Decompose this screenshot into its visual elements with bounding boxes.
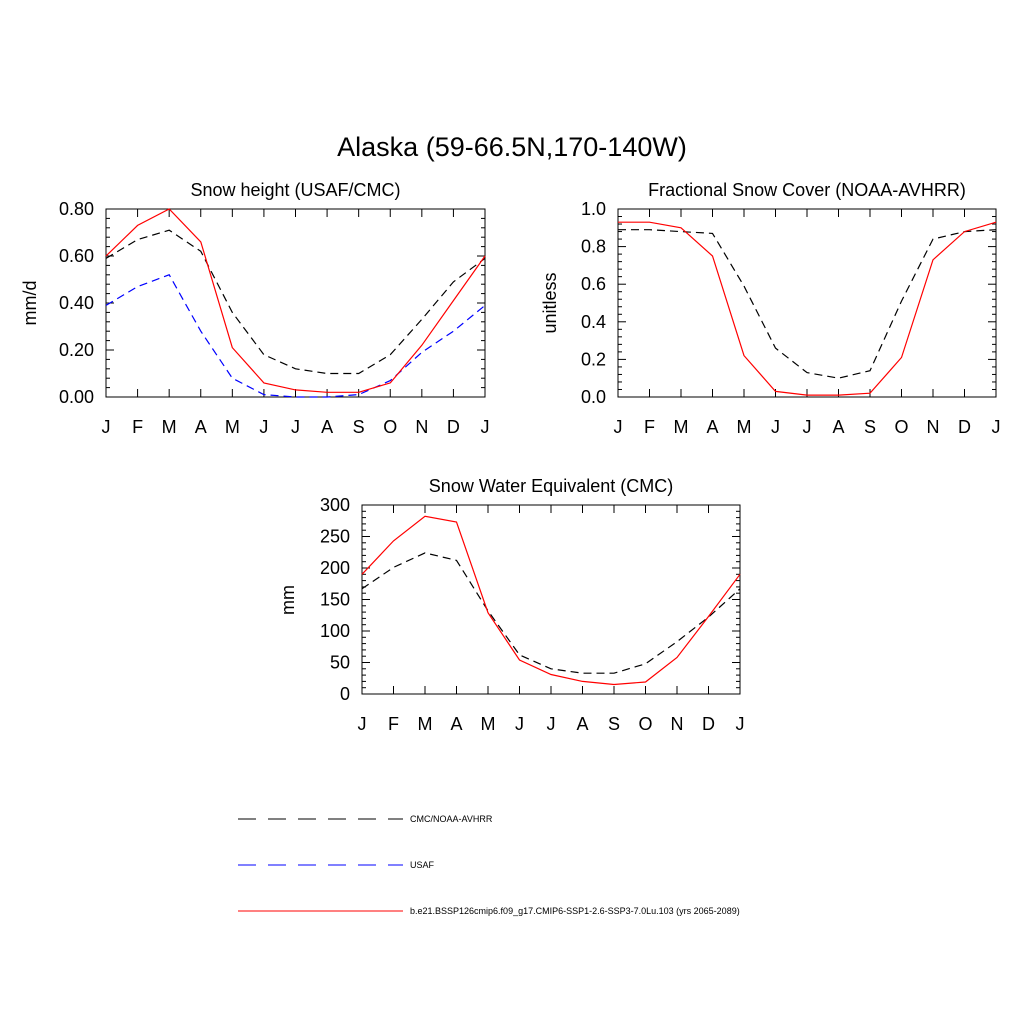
x-tick-label: F <box>644 417 655 437</box>
x-tick-label: D <box>447 417 460 437</box>
x-tick-label: J <box>259 417 268 437</box>
x-tick-label: M <box>737 417 752 437</box>
x-tick-label: M <box>225 417 240 437</box>
x-tick-label: A <box>321 417 333 437</box>
legend-entry-model: b.e21.BSSP126cmip6.f09_g17.CMIP6-SSP1-2.… <box>238 906 740 916</box>
x-tick-label: J <box>771 417 780 437</box>
x-tick-label: O <box>894 417 908 437</box>
x-tick-label: J <box>515 714 524 734</box>
legend-label: CMC/NOAA-AVHRR <box>410 814 493 824</box>
x-tick-label: S <box>864 417 876 437</box>
x-tick-label: S <box>608 714 620 734</box>
x-tick-label: M <box>674 417 689 437</box>
x-tick-label: A <box>832 417 844 437</box>
legend-label: USAF <box>410 860 435 870</box>
y-tick-label: 0.4 <box>581 312 606 332</box>
x-tick-label: F <box>132 417 143 437</box>
x-tick-label: J <box>736 714 745 734</box>
x-tick-label: O <box>383 417 397 437</box>
legend: CMC/NOAA-AVHRR USAF b.e21.BSSP126cmip6.f… <box>238 814 740 916</box>
x-tick-label: A <box>195 417 207 437</box>
x-tick-label: N <box>671 714 684 734</box>
x-tick-label: A <box>706 417 718 437</box>
y-tick-label: 0.0 <box>581 387 606 407</box>
series-line-model <box>361 515 741 686</box>
legend-label: b.e21.BSSP126cmip6.f09_g17.CMIP6-SSP1-2.… <box>410 906 740 916</box>
figure-title: Alaska (59-66.5N,170-140W) <box>337 132 687 162</box>
y-axis-label: unitless <box>540 272 560 333</box>
x-tick-label: J <box>291 417 300 437</box>
y-tick-label: 0.40 <box>59 293 94 313</box>
x-tick-label: S <box>353 417 365 437</box>
y-tick-label: 1.0 <box>581 199 606 219</box>
series-line-cmc <box>105 229 486 375</box>
y-tick-label: 0 <box>340 684 350 704</box>
x-tick-label: J <box>803 417 812 437</box>
series-line-model <box>105 208 486 393</box>
x-tick-label: J <box>102 417 111 437</box>
y-tick-label: 0.2 <box>581 349 606 369</box>
x-tick-label: N <box>415 417 428 437</box>
x-tick-label: J <box>992 417 1001 437</box>
x-tick-label: D <box>702 714 715 734</box>
series-line-usaf <box>105 274 486 398</box>
series-line-cmc <box>361 552 741 674</box>
x-tick-label: D <box>958 417 971 437</box>
series-line-cmc <box>618 229 997 379</box>
series-line-model <box>618 221 997 396</box>
panel-title: Snow height (USAF/CMC) <box>190 180 400 200</box>
y-tick-label: 50 <box>330 653 350 673</box>
y-tick-label: 0.8 <box>581 237 606 257</box>
y-tick-label: 0.00 <box>59 387 94 407</box>
panel-snow-cover: Fractional Snow Cover (NOAA-AVHRR) unitl… <box>540 180 1001 437</box>
legend-entry-usaf: USAF <box>238 860 435 870</box>
x-tick-label: O <box>638 714 652 734</box>
panel-title: Fractional Snow Cover (NOAA-AVHRR) <box>648 180 966 200</box>
x-tick-label: A <box>576 714 588 734</box>
x-tick-label: J <box>358 714 367 734</box>
panel-title: Snow Water Equivalent (CMC) <box>429 476 673 496</box>
x-tick-label: F <box>388 714 399 734</box>
y-axis-label: mm/d <box>20 281 40 326</box>
y-tick-label: 0.60 <box>59 246 94 266</box>
legend-entry-cmc: CMC/NOAA-AVHRR <box>238 814 493 824</box>
x-tick-label: M <box>162 417 177 437</box>
x-tick-label: M <box>418 714 433 734</box>
x-tick-label: J <box>547 714 556 734</box>
x-tick-label: M <box>481 714 496 734</box>
y-tick-label: 200 <box>320 558 350 578</box>
x-tick-label: A <box>450 714 462 734</box>
y-tick-label: 100 <box>320 621 350 641</box>
y-tick-label: 300 <box>320 495 350 515</box>
y-tick-label: 0.80 <box>59 199 94 219</box>
y-tick-label: 0.6 <box>581 274 606 294</box>
x-tick-label: J <box>614 417 623 437</box>
plot-frame <box>361 504 741 695</box>
x-tick-label: N <box>927 417 940 437</box>
y-axis-label: mm <box>278 585 298 615</box>
y-tick-label: 250 <box>320 527 350 547</box>
y-tick-label: 0.20 <box>59 340 94 360</box>
x-tick-label: J <box>481 417 490 437</box>
y-tick-label: 150 <box>320 590 350 610</box>
